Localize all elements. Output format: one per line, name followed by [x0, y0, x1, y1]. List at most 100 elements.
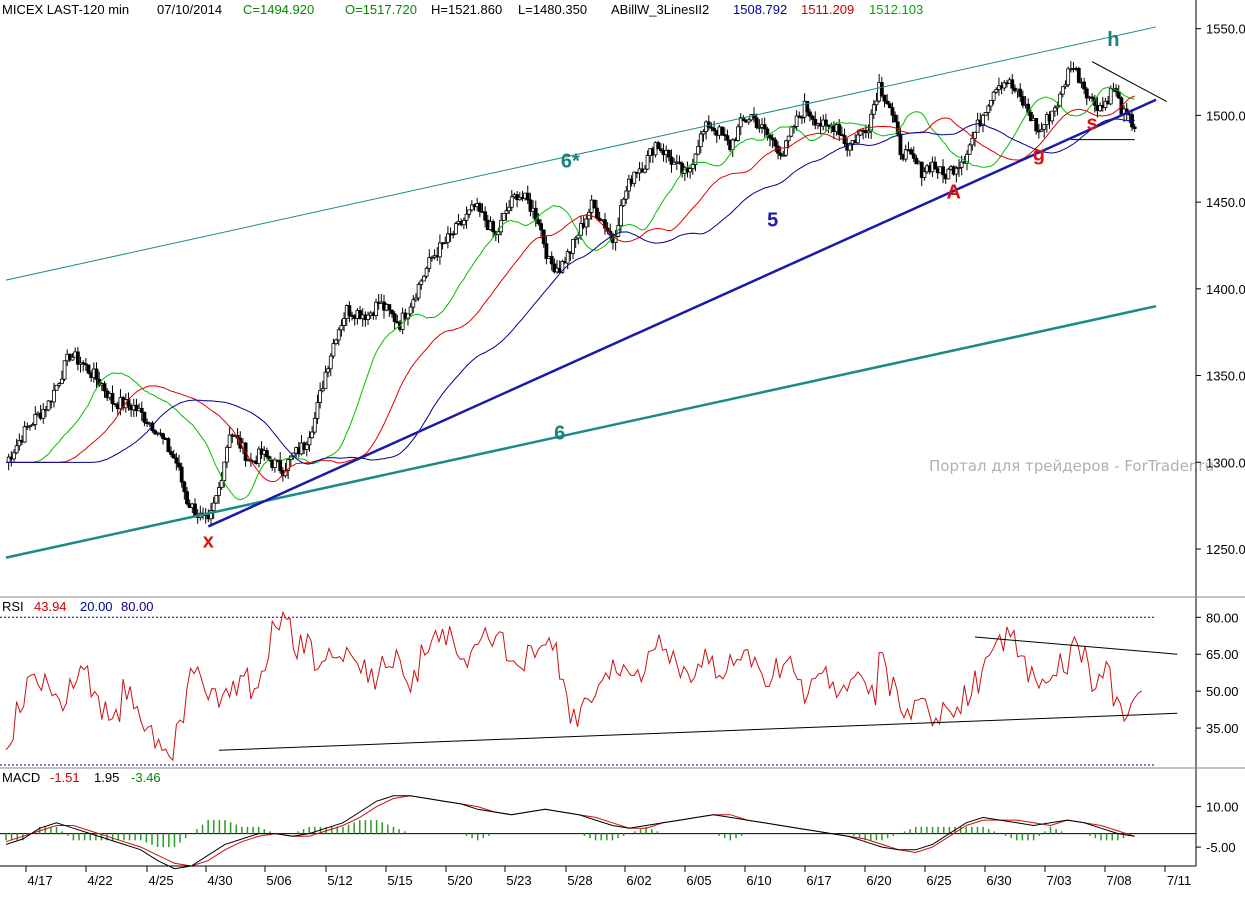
- candle-body: [267, 456, 272, 461]
- candle-body: [826, 124, 831, 127]
- rsi-tick-label: 80.00: [1206, 610, 1239, 625]
- candle-body: [52, 389, 56, 403]
- candle-body: [736, 126, 740, 141]
- candle-body: [709, 126, 714, 129]
- candle-body: [869, 113, 874, 132]
- candle-body: [701, 131, 706, 135]
- header-symbol: MICEX LAST-120 min: [2, 2, 129, 17]
- candle-body: [965, 153, 969, 164]
- candle-body: [424, 267, 429, 277]
- candle-body: [893, 114, 898, 123]
- candle-body: [573, 237, 578, 240]
- x-tick-label: 5/20: [447, 873, 472, 888]
- header-date: 07/10/2014: [157, 2, 222, 17]
- candle-body: [909, 149, 913, 155]
- rsi-line: [5, 610, 1143, 762]
- candle-body: [318, 390, 323, 404]
- candle-body: [584, 218, 589, 228]
- candle-body: [842, 135, 847, 145]
- candle-body: [326, 368, 331, 373]
- candle-body: [757, 126, 762, 129]
- candle-body: [754, 117, 759, 128]
- candle-body: [304, 444, 309, 450]
- candle-body: [334, 339, 338, 345]
- x-tick-label: 5/28: [567, 873, 592, 888]
- candle-body: [427, 257, 432, 269]
- candle-body: [624, 190, 629, 200]
- candle-body: [525, 192, 530, 201]
- candle-body: [62, 360, 67, 380]
- macd-signal-value: 1.95: [94, 770, 119, 785]
- candle-body: [339, 325, 344, 331]
- candle-body: [491, 221, 496, 233]
- candle-body: [866, 130, 871, 134]
- candle-body: [658, 148, 663, 151]
- candle-body: [501, 212, 506, 221]
- candle-body: [110, 393, 115, 405]
- candle-body: [706, 121, 711, 128]
- candle-body: [778, 152, 783, 156]
- candle-body: [666, 149, 671, 158]
- header-open: O=1517.720: [345, 2, 417, 17]
- candle-body: [392, 313, 397, 322]
- candle-body: [786, 135, 791, 142]
- candle-body: [539, 223, 543, 231]
- candle-body: [746, 119, 751, 123]
- candle-body: [193, 503, 197, 517]
- macd-label: MACD: [2, 770, 40, 785]
- x-tick-label: 4/17: [27, 873, 52, 888]
- watermark: Портал для трейдеров - ForTrader.ru: [929, 457, 1214, 475]
- macd-tick-label: -5.00: [1206, 840, 1236, 855]
- candle-body: [443, 242, 448, 244]
- candle-body: [967, 144, 972, 155]
- candle-body: [374, 301, 378, 316]
- candle-body: [882, 94, 887, 102]
- candle-body: [438, 242, 442, 258]
- candle-body: [411, 299, 416, 308]
- trendline-h-top: [1091, 61, 1167, 102]
- candle-body: [336, 329, 341, 341]
- candle-body: [222, 461, 227, 481]
- candle-body: [477, 203, 482, 212]
- candle-body: [792, 126, 796, 128]
- x-tick-label: 5/06: [266, 873, 291, 888]
- candle-body: [142, 412, 147, 423]
- candle-body: [855, 134, 860, 144]
- candle-body: [211, 502, 216, 511]
- candle-body: [60, 378, 64, 384]
- header-high: H=1521.860: [431, 2, 502, 17]
- candle-body: [528, 199, 533, 212]
- macd-panel: [0, 795, 1196, 870]
- x-tick-label: 6/17: [806, 873, 831, 888]
- candle-body: [416, 284, 421, 299]
- wave-label: A: [946, 182, 960, 204]
- candle-body: [722, 134, 727, 137]
- candle-body: [408, 306, 413, 315]
- trendline-6: [5, 304, 1157, 559]
- axes: 1550.0 1500.0 1450.0 1400.0 1350.0 1300.0 1250…: [0, 0, 1245, 888]
- price-tick-label: 1300.0: [1206, 455, 1245, 470]
- candle-body: [914, 157, 919, 165]
- rsi-panel: [0, 610, 1178, 766]
- candle-body: [70, 356, 75, 361]
- candle-body: [1010, 79, 1015, 89]
- candle-body: [509, 196, 514, 208]
- candle-body: [483, 211, 488, 221]
- candle-body: [347, 305, 352, 316]
- candle-body: [1018, 88, 1023, 97]
- candle-body: [946, 168, 951, 180]
- candle-body: [991, 91, 996, 101]
- candle-body: [762, 124, 767, 130]
- candle-body: [286, 458, 291, 471]
- candle-body: [214, 495, 219, 504]
- candle-body: [225, 446, 229, 463]
- candle-body: [94, 368, 99, 380]
- candle-body: [989, 99, 993, 107]
- candle-body: [619, 205, 623, 226]
- candle-body: [1082, 81, 1087, 90]
- candle-body: [919, 161, 924, 178]
- x-tick-label: 6/05: [686, 873, 711, 888]
- candle-body: [656, 142, 661, 150]
- trendline-5: [207, 98, 1157, 528]
- candle-body: [879, 82, 884, 96]
